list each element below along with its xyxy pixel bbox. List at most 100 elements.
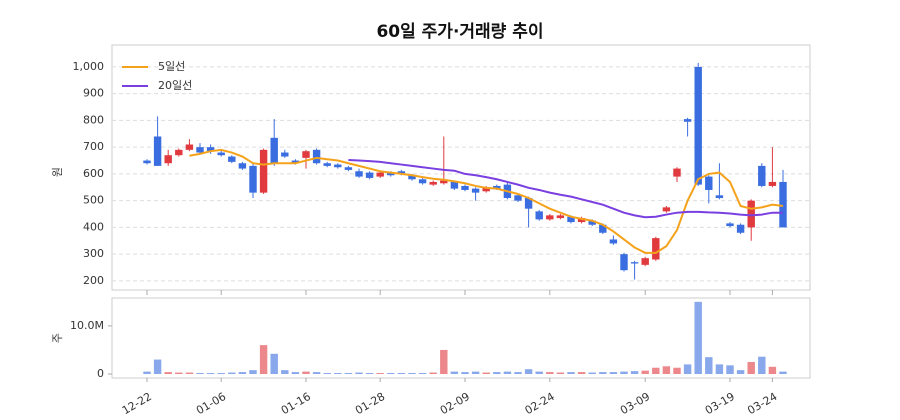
candle-body [206,147,215,152]
volume-bar [524,369,533,374]
y-tick-label: 800 [83,113,104,126]
volume-bar [185,372,194,374]
volume-bar [715,364,724,374]
candle-body [599,224,607,233]
volume-bar [641,370,649,374]
candle-body [365,172,374,178]
candle-body [747,200,755,228]
candle-body [461,185,469,190]
candle-body [270,137,278,164]
volume-bar [609,372,618,374]
candle-body [323,163,331,166]
x-tick-label: 02-09 [438,390,472,417]
volume-bar [620,371,628,374]
x-tick-label: 12-22 [120,390,154,417]
volume-bar [365,373,374,374]
x-tick-label: 01-06 [194,390,228,417]
volume-bar [164,372,172,374]
volume-bar [238,372,247,374]
volume-bar [630,371,639,374]
y-tick-label: 200 [83,274,104,287]
candle-body [620,254,628,271]
chart-title: 60일 주가·거래량 추이 [376,22,543,42]
volume-bar [196,373,204,374]
candle-body [302,151,310,158]
volume-bar [652,367,660,374]
candle-body [228,156,236,162]
volume-tick-label: 10.0M [70,319,104,332]
candle-body [577,218,586,223]
x-tick-label: 03-19 [703,390,737,417]
ma-line [348,159,783,219]
volume-bar [206,373,215,374]
volume-bar [355,372,363,374]
candle-body [164,155,172,164]
candle-body [535,211,543,220]
candle-body [471,188,480,193]
volume-bar [493,372,501,374]
candle-body [143,160,151,164]
volume-bar [503,371,512,374]
volume-bar [546,372,554,374]
candle-body [673,168,681,177]
candle-body [641,258,649,265]
price-panel [111,44,811,291]
volume-bar [588,372,596,374]
volume-bar [747,361,755,374]
candle-body [238,163,247,169]
candle-body [514,195,522,201]
volume-bar [228,372,236,374]
candle-body [567,216,575,223]
candle-body [217,152,225,156]
candle-body [153,136,162,166]
candle-body [334,164,342,168]
volume-bar [249,370,257,374]
candle-body [344,167,353,170]
volume-bar [556,372,565,374]
y-tick-label: 300 [83,247,104,260]
y-tick-label: 500 [83,194,104,207]
candle-body [185,144,194,150]
volume-bar [397,373,406,374]
candle-body [768,181,777,186]
x-tick-label: 02-24 [523,390,557,417]
volume-bar [429,372,437,374]
volume-bar [302,371,310,374]
volume-bar [471,371,480,374]
y-tick-label: 400 [83,220,104,233]
candle-body [312,149,321,164]
candle-body [387,172,395,176]
volume-bar [418,373,427,374]
volume-bar [768,366,777,374]
candle-body [683,119,692,122]
candle-body [418,179,427,184]
volume-bar [705,357,713,374]
volume-bar [323,373,331,374]
candle-body [281,152,289,157]
volume-bar [344,373,353,374]
x-tick-label: 03-24 [745,390,779,417]
volume-bar [461,372,469,374]
volume-bar [673,367,681,374]
legend-label: 5일선 [158,59,185,73]
y-tick-label: 900 [83,87,104,100]
candle-body [291,160,300,164]
volume-bar [217,373,225,374]
y-tick-label: 600 [83,167,104,180]
volume-bar [758,356,766,374]
y-tick-label: 1,000 [73,60,105,73]
volume-bar [281,370,289,374]
candle-body [652,238,660,260]
volume-bar [577,372,586,374]
candle-body [450,181,459,189]
volume-bar [535,371,543,374]
volume-bar [270,353,278,374]
candle-body [429,181,437,185]
volume-axis-label: 주 [51,333,64,343]
candle-body [440,180,448,184]
candle-body [736,224,745,233]
volume-bar [599,372,607,374]
volume-bar [291,372,300,374]
candle-body [493,185,501,189]
volume-bar [779,371,787,374]
